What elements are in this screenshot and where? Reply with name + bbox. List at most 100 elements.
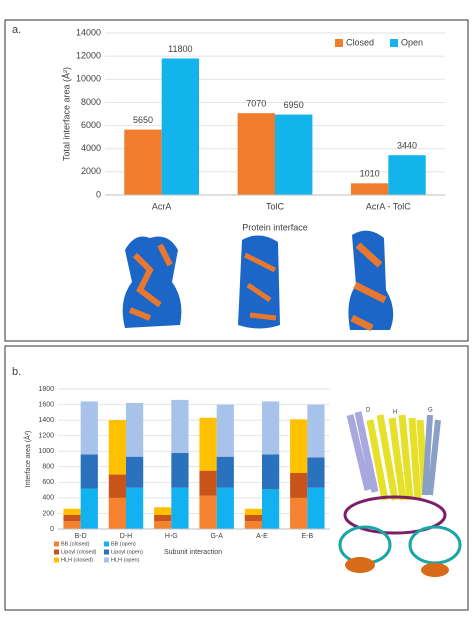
- y-tick-label: 4000: [81, 143, 101, 153]
- bb-domain-right: [408, 525, 462, 565]
- legend-swatch: [104, 557, 109, 563]
- bar-segment: [171, 487, 189, 529]
- x-axis-label: Subunit interaction: [164, 549, 222, 556]
- bar: [237, 113, 275, 195]
- y-tick-label: 6000: [81, 120, 101, 130]
- x-tick-label: D-H: [120, 533, 132, 540]
- protein-tolc-pattern: [243, 252, 277, 321]
- y-tick-label: 600: [42, 479, 54, 486]
- mp-left: [345, 557, 375, 573]
- bar-segment: [63, 508, 81, 515]
- x-tick-label: AcrA: [152, 201, 172, 211]
- value-label: 3440: [397, 141, 417, 151]
- x-tick-label: B-D: [75, 533, 87, 540]
- bar-segment: [154, 515, 172, 522]
- y-tick-label: 0: [96, 189, 101, 199]
- bar-segment: [80, 488, 98, 529]
- y-tick-label: 14000: [76, 27, 101, 37]
- bar-segment: [262, 489, 280, 529]
- bar: [124, 129, 162, 195]
- x-tick-label: AcrA - TolC: [366, 201, 411, 211]
- legend-label: HLH (open): [111, 557, 140, 563]
- x-tick-label: H-G: [165, 533, 178, 540]
- legend-swatch: [54, 557, 59, 563]
- image-label: H: [393, 410, 397, 416]
- legend-swatch: [54, 541, 59, 547]
- bar-segment: [307, 404, 325, 458]
- legend-swatch: [54, 549, 59, 555]
- bar: [388, 155, 426, 195]
- legend-label: Lipoyl (closed): [61, 549, 97, 555]
- bar-segment: [63, 515, 81, 522]
- y-tick-label: 1000: [38, 448, 54, 455]
- legend-swatch: [390, 39, 398, 47]
- x-tick-label: E-B: [301, 533, 313, 540]
- x-axis-label: Protein interface: [242, 222, 308, 232]
- lipoyl-domain: [343, 495, 447, 535]
- bar-segment: [108, 497, 126, 529]
- bar: [161, 58, 200, 196]
- bar-segment: [126, 403, 144, 457]
- bar-segment: [307, 457, 325, 488]
- protein-acra-tolc-pattern: [350, 242, 387, 332]
- structure-image: [338, 411, 462, 577]
- protein-acra: [122, 236, 182, 328]
- x-tick-label: TolC: [266, 201, 285, 211]
- value-label: 1010: [360, 169, 380, 179]
- bar-segment: [63, 521, 81, 529]
- y-axis-label: Total interface area (Å²): [61, 67, 71, 161]
- legend-label: HLH (closed): [61, 557, 93, 563]
- bar-segment: [171, 399, 189, 453]
- protein-acra-pattern: [128, 243, 173, 321]
- legend-label: Closed: [346, 37, 374, 47]
- y-axis-label: Interface area (Å²): [23, 431, 32, 488]
- y-tick-label: 8000: [81, 97, 101, 107]
- y-tick-label: 10000: [76, 74, 101, 84]
- protein-acra-tolc: [348, 230, 394, 330]
- helix-yellow: [366, 414, 429, 501]
- mp-right: [421, 563, 449, 577]
- bar-segment: [80, 454, 98, 489]
- legend-label: Lipoyl (open): [111, 549, 143, 555]
- legend-swatch: [104, 541, 109, 547]
- bar-segment: [216, 456, 234, 488]
- bar-segment: [290, 473, 308, 498]
- helix-grey: [422, 414, 441, 496]
- bar-segment: [108, 474, 126, 498]
- legend-swatch: [335, 39, 343, 47]
- y-tick-label: 1400: [38, 417, 54, 424]
- bar-segment: [80, 401, 98, 455]
- x-tick-label: A-E: [256, 533, 268, 540]
- y-tick-label: 2000: [81, 166, 101, 176]
- y-tick-label: 800: [42, 464, 54, 471]
- y-tick-label: 1600: [38, 401, 54, 408]
- value-label: 6950: [284, 100, 304, 110]
- protein-images: [122, 230, 394, 332]
- panel-label: a.: [12, 24, 21, 36]
- bar-segment: [262, 454, 280, 490]
- x-tick-label: G-A: [210, 533, 223, 540]
- helix-lilac: [346, 411, 379, 493]
- bar-segment: [126, 487, 144, 529]
- bar: [350, 183, 389, 195]
- bar-segment: [154, 507, 172, 515]
- y-tick-label: 0: [50, 526, 54, 533]
- bar-segment: [290, 497, 308, 529]
- bar-segment: [199, 417, 217, 471]
- value-label: 5650: [133, 115, 153, 125]
- bar-segment: [171, 452, 189, 488]
- bar-segment: [216, 404, 234, 457]
- value-label: 11800: [168, 44, 192, 54]
- legend-label: BB (closed): [61, 541, 90, 547]
- panel-label: b.: [12, 366, 21, 378]
- bar-segment: [244, 515, 262, 522]
- bar-segment: [307, 487, 325, 529]
- bar-segment: [199, 495, 217, 529]
- y-tick-label: 1200: [38, 433, 54, 440]
- bar-segment: [154, 521, 172, 529]
- panel-b-frame: [4, 345, 469, 611]
- bar-segment: [216, 487, 234, 529]
- bar-segment: [244, 521, 262, 529]
- bar-segment: [126, 456, 144, 488]
